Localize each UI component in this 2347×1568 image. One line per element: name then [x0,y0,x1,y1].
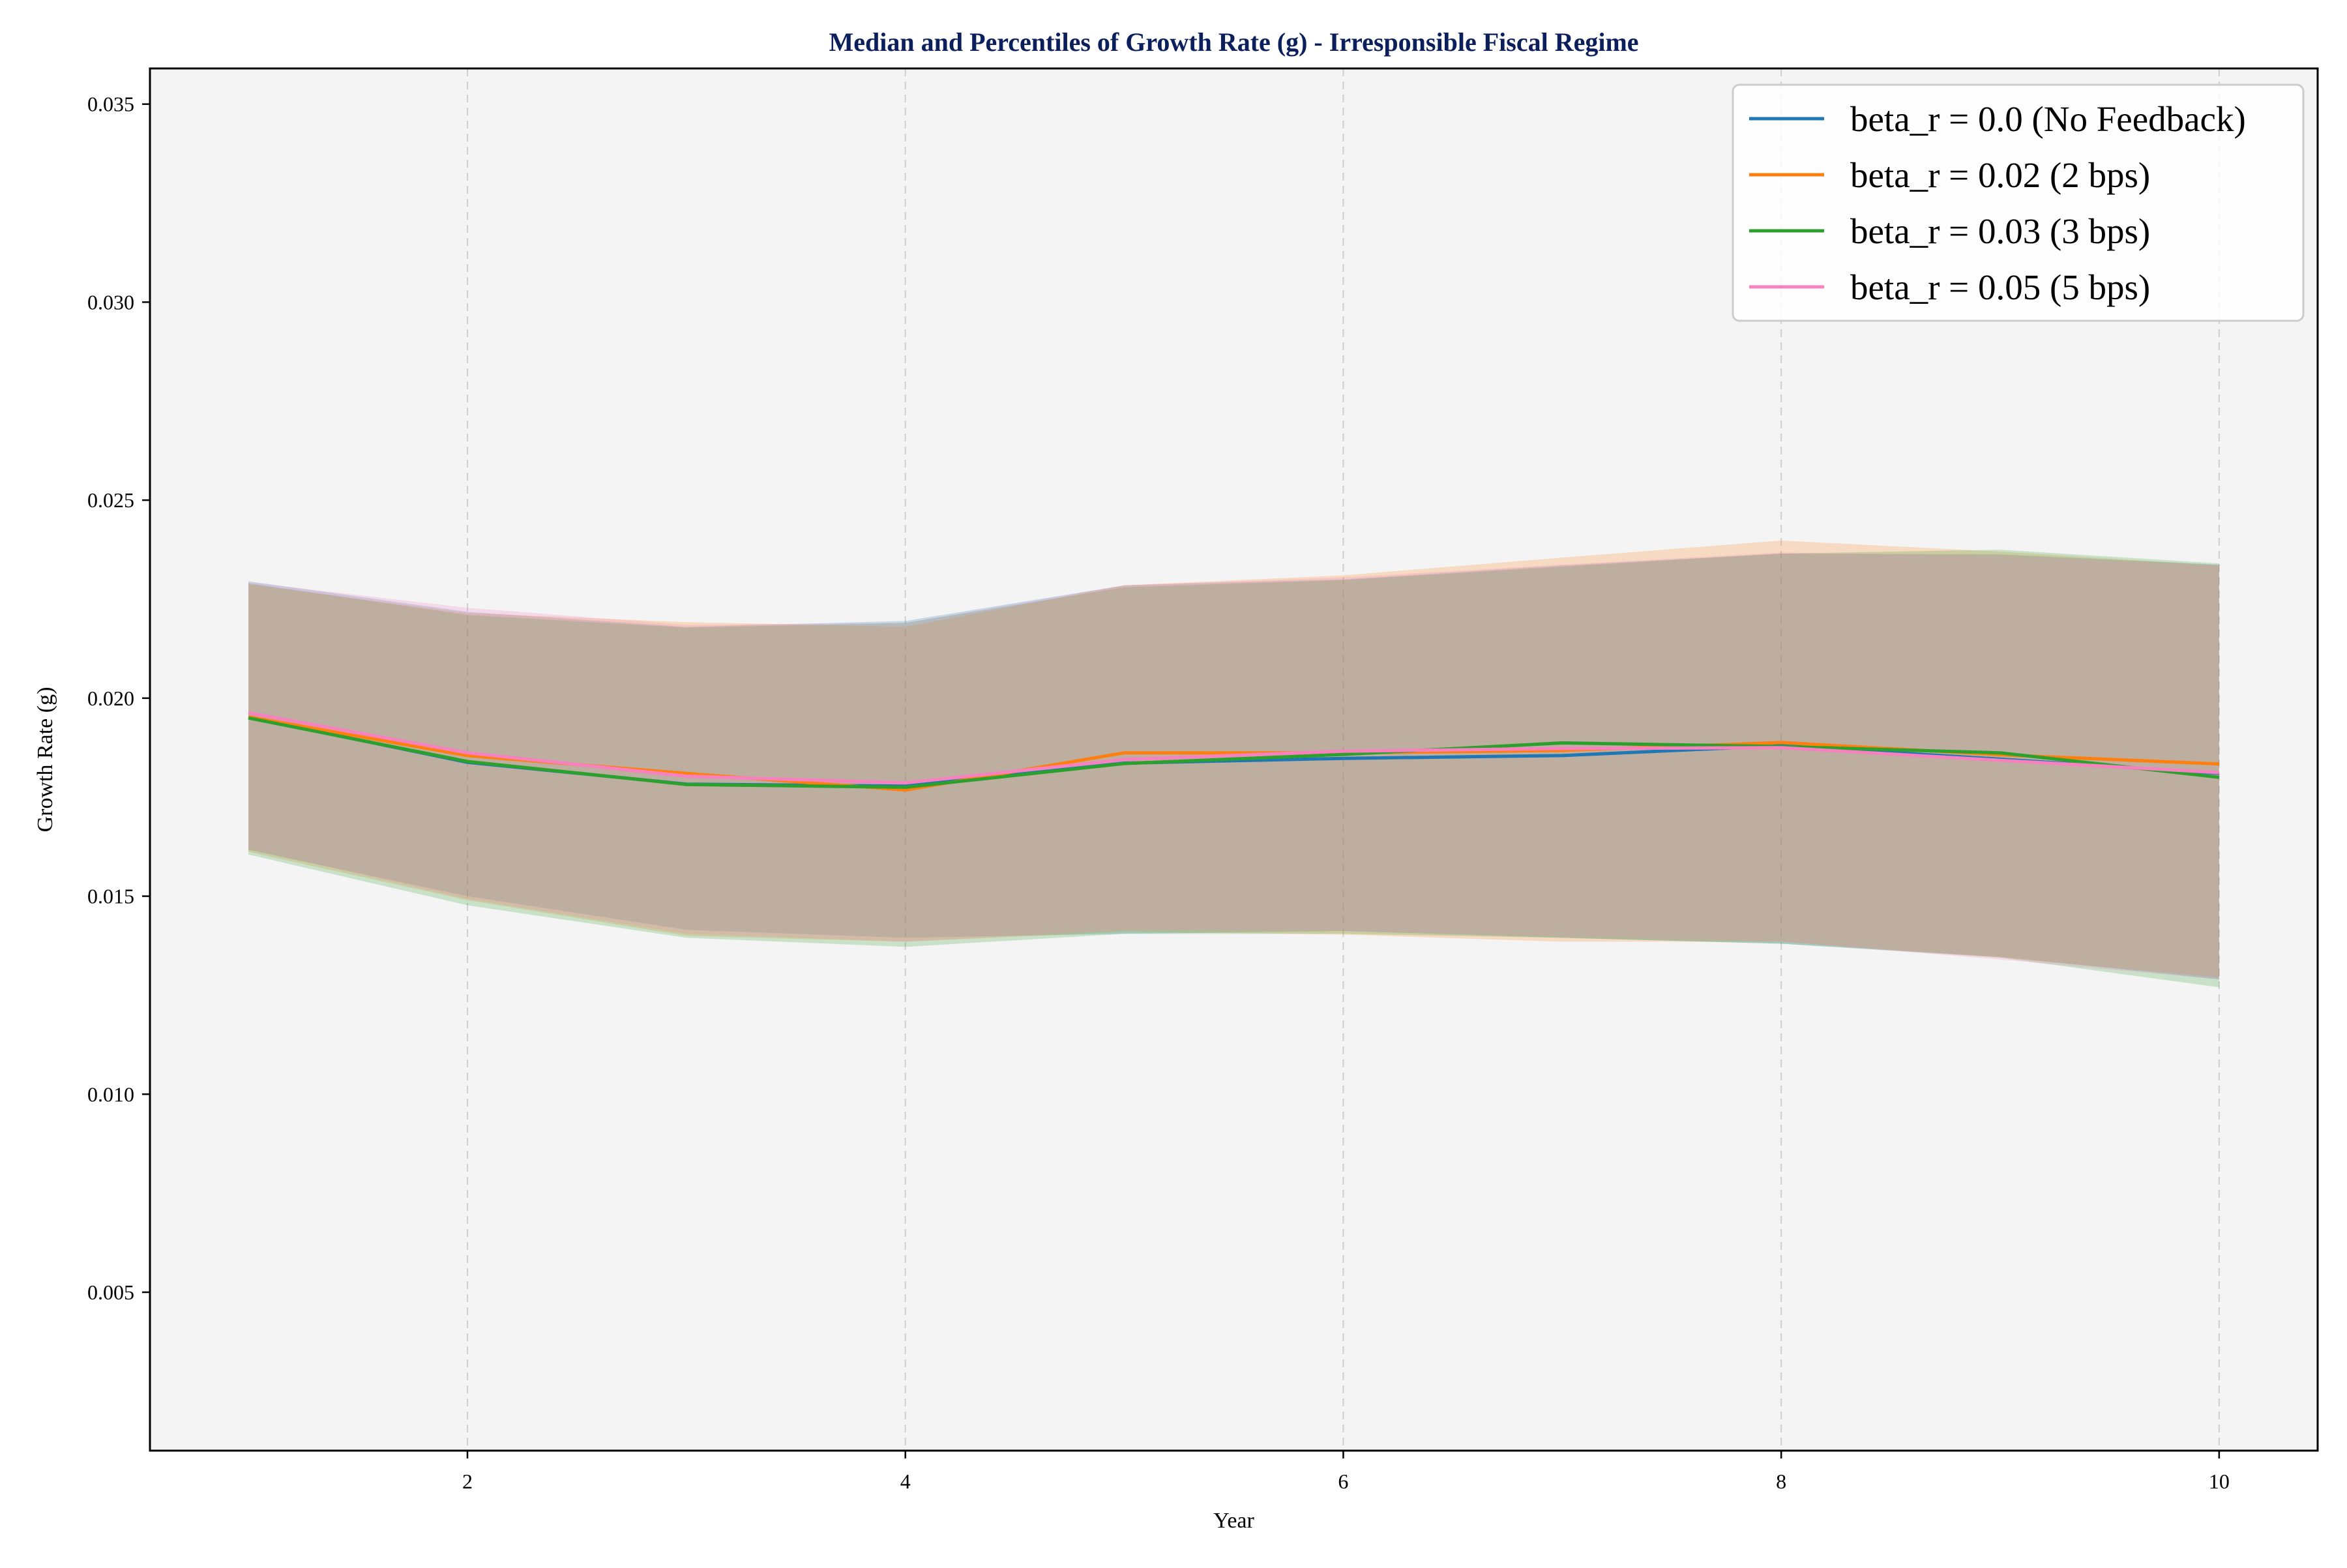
legend-label-3: beta_r = 0.05 (5 bps) [1850,267,2150,307]
legend-label-2: beta_r = 0.03 (3 bps) [1850,211,2150,251]
chart-title: Median and Percentiles of Growth Rate (g… [829,27,1638,57]
legend: beta_r = 0.0 (No Feedback) beta_r = 0.02 … [1732,83,2305,322]
median-lines [248,711,2220,792]
grid-lines [466,68,2220,1451]
y-tick-label: 0.010 [87,1082,134,1106]
legend-label-1: beta_r = 0.02 (2 bps) [1850,155,2150,195]
plot-frame [149,67,2319,1452]
x-tick-label: 2 [462,1470,473,1493]
y-axis-label: Growth Rate (g) [33,687,57,833]
y-tick-label: 0.035 [87,93,134,116]
y-tick-label: 0.005 [87,1280,134,1304]
x-tick-label: 10 [2209,1470,2230,1493]
median-line-series-2 [248,716,2220,789]
x-tick-label: 8 [1776,1470,1786,1493]
band-series-3 [248,552,2219,980]
y-tick-label: 0.015 [87,885,134,908]
band-series-2 [248,550,2219,988]
median-line-series-3 [248,711,2220,785]
y-tick-label: 0.020 [87,687,134,710]
band-series-0 [248,554,2219,980]
x-axis-label: Year [1213,1509,1254,1533]
x-tick-label: 6 [1338,1470,1348,1493]
legend-label-0: beta_r = 0.0 (No Feedback) [1850,99,2246,139]
y-tick-label: 0.025 [87,488,134,512]
legend-box [1732,83,2305,322]
axis-ticks: 2 4 6 8 10 0.005 0.010 0.015 0.020 0.025 0.030 0.03… [87,93,2230,1493]
y-tick-label: 0.030 [87,290,134,314]
x-tick-label: 4 [900,1470,911,1493]
